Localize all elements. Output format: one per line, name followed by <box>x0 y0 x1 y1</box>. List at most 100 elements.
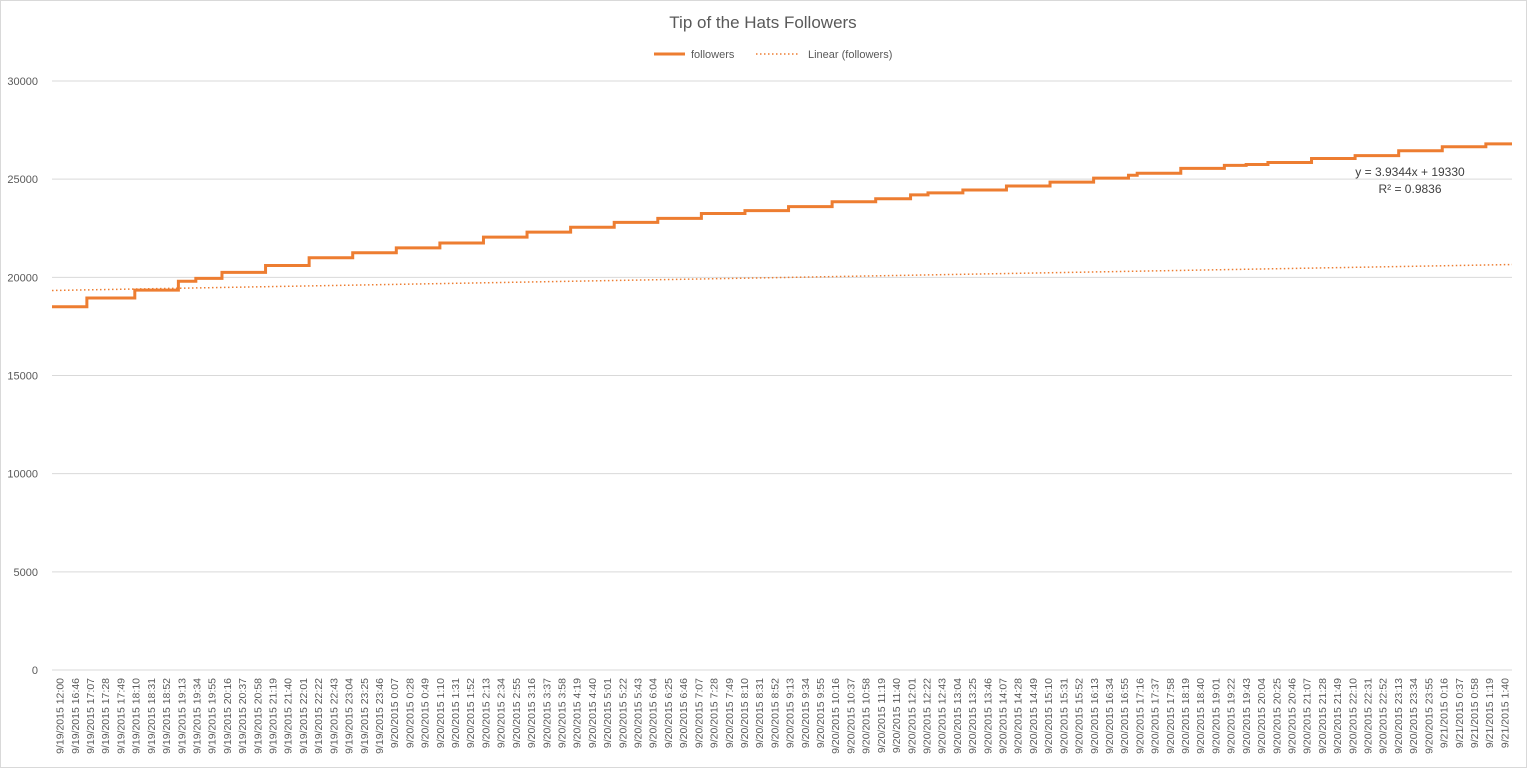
x-tick-label: 9/20/2015 10:37 <box>845 678 857 754</box>
x-tick-label: 9/19/2015 18:52 <box>161 678 173 754</box>
x-tick-label: 9/20/2015 0:49 <box>420 678 432 748</box>
x-tick-label: 9/20/2015 1:52 <box>465 678 477 748</box>
series-group <box>51 142 1513 309</box>
x-tick-label: 9/20/2015 7:07 <box>693 678 705 748</box>
x-tick-label: 9/19/2015 17:07 <box>85 678 97 754</box>
x-tick-label: 9/20/2015 10:16 <box>830 678 842 754</box>
x-tick-label: 9/20/2015 16:34 <box>1104 678 1116 754</box>
x-tick-label: 9/20/2015 20:25 <box>1271 678 1283 754</box>
x-tick-label: 9/20/2015 2:13 <box>480 678 492 748</box>
x-tick-label: 9/20/2015 9:13 <box>785 678 797 748</box>
x-tick-label: 9/20/2015 20:04 <box>1256 678 1268 754</box>
x-tick-label: 9/20/2015 0:07 <box>389 678 401 748</box>
trendline-r-squared: R² = 0.9836 <box>1378 182 1441 196</box>
x-tick-label: 9/20/2015 7:49 <box>724 678 736 748</box>
x-tick-label: 9/19/2015 19:34 <box>191 678 203 754</box>
x-tick-label: 9/20/2015 15:52 <box>1074 678 1086 754</box>
x-tick-label: 9/20/2015 6:04 <box>648 678 660 748</box>
x-tick-label: 9/20/2015 17:37 <box>1150 678 1162 754</box>
x-tick-label: 9/19/2015 17:49 <box>115 678 127 754</box>
x-tick-label: 9/19/2015 19:55 <box>207 678 219 754</box>
x-tick-label: 9/20/2015 18:40 <box>1195 678 1207 754</box>
x-tick-label: 9/20/2015 12:22 <box>921 678 933 754</box>
x-tick-label: 9/20/2015 21:49 <box>1332 678 1344 754</box>
x-tick-label: 9/20/2015 14:07 <box>998 678 1010 754</box>
x-tick-label: 9/20/2015 8:52 <box>769 678 781 748</box>
x-tick-label: 9/19/2015 23:25 <box>359 678 371 754</box>
x-tick-label: 9/20/2015 2:34 <box>496 678 508 748</box>
x-tick-label: 9/20/2015 5:43 <box>633 678 645 748</box>
x-tick-label: 9/20/2015 6:46 <box>678 678 690 748</box>
x-tick-label: 9/19/2015 20:16 <box>222 678 234 754</box>
x-tick-label: 9/20/2015 13:04 <box>952 678 964 754</box>
x-tick-label: 9/19/2015 22:43 <box>328 678 340 754</box>
x-tick-label: 9/20/2015 3:58 <box>556 678 568 748</box>
x-tick-label: 9/20/2015 8:10 <box>739 678 751 748</box>
x-tick-label: 9/20/2015 22:52 <box>1378 678 1390 754</box>
x-tick-label: 9/19/2015 20:37 <box>237 678 249 754</box>
x-tick-label: 9/20/2015 18:19 <box>1180 678 1192 754</box>
x-tick-label: 9/20/2015 21:28 <box>1317 678 1329 754</box>
y-tick-label: 0 <box>32 665 38 677</box>
x-tick-label: 9/21/2015 1:40 <box>1499 678 1511 748</box>
x-tick-label: 9/20/2015 21:07 <box>1302 678 1314 754</box>
x-tick-label: 9/20/2015 15:31 <box>1058 678 1070 754</box>
x-tick-label: 9/20/2015 7:28 <box>709 678 721 748</box>
y-tick-label: 10000 <box>7 469 38 481</box>
x-tick-label: 9/20/2015 10:58 <box>861 678 873 754</box>
x-tick-label: 9/20/2015 2:55 <box>511 678 523 748</box>
x-tick-label: 9/20/2015 14:49 <box>1028 678 1040 754</box>
x-tick-label: 9/19/2015 16:46 <box>70 678 82 754</box>
x-tick-label: 9/20/2015 3:16 <box>526 678 538 748</box>
legend: followers Linear (followers) <box>654 49 892 61</box>
legend-label-followers: followers <box>691 49 735 61</box>
x-axis-ticks: 9/19/2015 12:00 9/19/2015 16:46 9/19/2015 … <box>55 678 1512 754</box>
x-tick-label: 9/20/2015 8:31 <box>754 678 766 748</box>
x-tick-label: 9/19/2015 19:13 <box>176 678 188 754</box>
y-tick-label: 5000 <box>14 567 38 579</box>
x-tick-label: 9/20/2015 13:46 <box>982 678 994 754</box>
chart-title: Tip of the Hats Followers <box>669 13 856 32</box>
y-tick-label: 30000 <box>7 76 38 88</box>
x-tick-label: 9/20/2015 1:10 <box>435 678 447 748</box>
x-tick-label: 9/19/2015 18:31 <box>146 678 158 754</box>
y-tick-label: 15000 <box>7 371 38 383</box>
x-tick-label: 9/19/2015 22:01 <box>298 678 310 754</box>
x-tick-label: 9/20/2015 15:10 <box>1043 678 1055 754</box>
x-tick-label: 9/19/2015 22:22 <box>313 678 325 754</box>
x-tick-label: 9/21/2015 1:19 <box>1484 678 1496 748</box>
y-tick-label: 20000 <box>7 272 38 284</box>
x-tick-label: 9/20/2015 23:55 <box>1423 678 1435 754</box>
x-tick-label: 9/20/2015 13:25 <box>967 678 979 754</box>
x-tick-label: 9/20/2015 22:10 <box>1347 678 1359 754</box>
x-tick-label: 9/20/2015 23:13 <box>1393 678 1405 754</box>
legend-label-linear: Linear (followers) <box>808 49 892 61</box>
x-tick-label: 9/20/2015 5:01 <box>602 678 614 748</box>
x-tick-label: 9/20/2015 23:34 <box>1408 678 1420 754</box>
x-tick-label: 9/20/2015 14:28 <box>1013 678 1025 754</box>
x-tick-label: 9/19/2015 23:04 <box>344 678 356 754</box>
x-tick-label: 9/20/2015 19:01 <box>1210 678 1222 754</box>
x-tick-label: 9/19/2015 18:10 <box>131 678 143 754</box>
x-tick-label: 9/19/2015 21:19 <box>268 678 280 754</box>
x-tick-label: 9/20/2015 9:34 <box>800 678 812 748</box>
x-tick-label: 9/20/2015 20:46 <box>1286 678 1298 754</box>
x-tick-label: 9/20/2015 16:13 <box>1089 678 1101 754</box>
series-line-linear-trend <box>51 263 1513 292</box>
x-tick-label: 9/21/2015 0:37 <box>1454 678 1466 748</box>
x-tick-label: 9/20/2015 0:28 <box>404 678 416 748</box>
x-tick-label: 9/20/2015 19:22 <box>1226 678 1238 754</box>
x-tick-label: 9/20/2015 16:55 <box>1119 678 1131 754</box>
x-tick-label: 9/21/2015 0:58 <box>1469 678 1481 748</box>
series-line-followers <box>52 142 1512 309</box>
x-tick-label: 9/20/2015 17:58 <box>1165 678 1177 754</box>
y-axis-ticks: 0 5000 10000 15000 20000 25000 30000 <box>7 76 38 677</box>
x-tick-label: 9/20/2015 11:40 <box>891 678 903 753</box>
x-tick-label: 9/21/2015 0:16 <box>1439 678 1451 748</box>
x-tick-label: 9/20/2015 17:16 <box>1134 678 1146 754</box>
x-tick-label: 9/20/2015 4:19 <box>572 678 584 748</box>
gridlines <box>52 80 1512 671</box>
x-tick-label: 9/19/2015 21:40 <box>283 678 295 754</box>
